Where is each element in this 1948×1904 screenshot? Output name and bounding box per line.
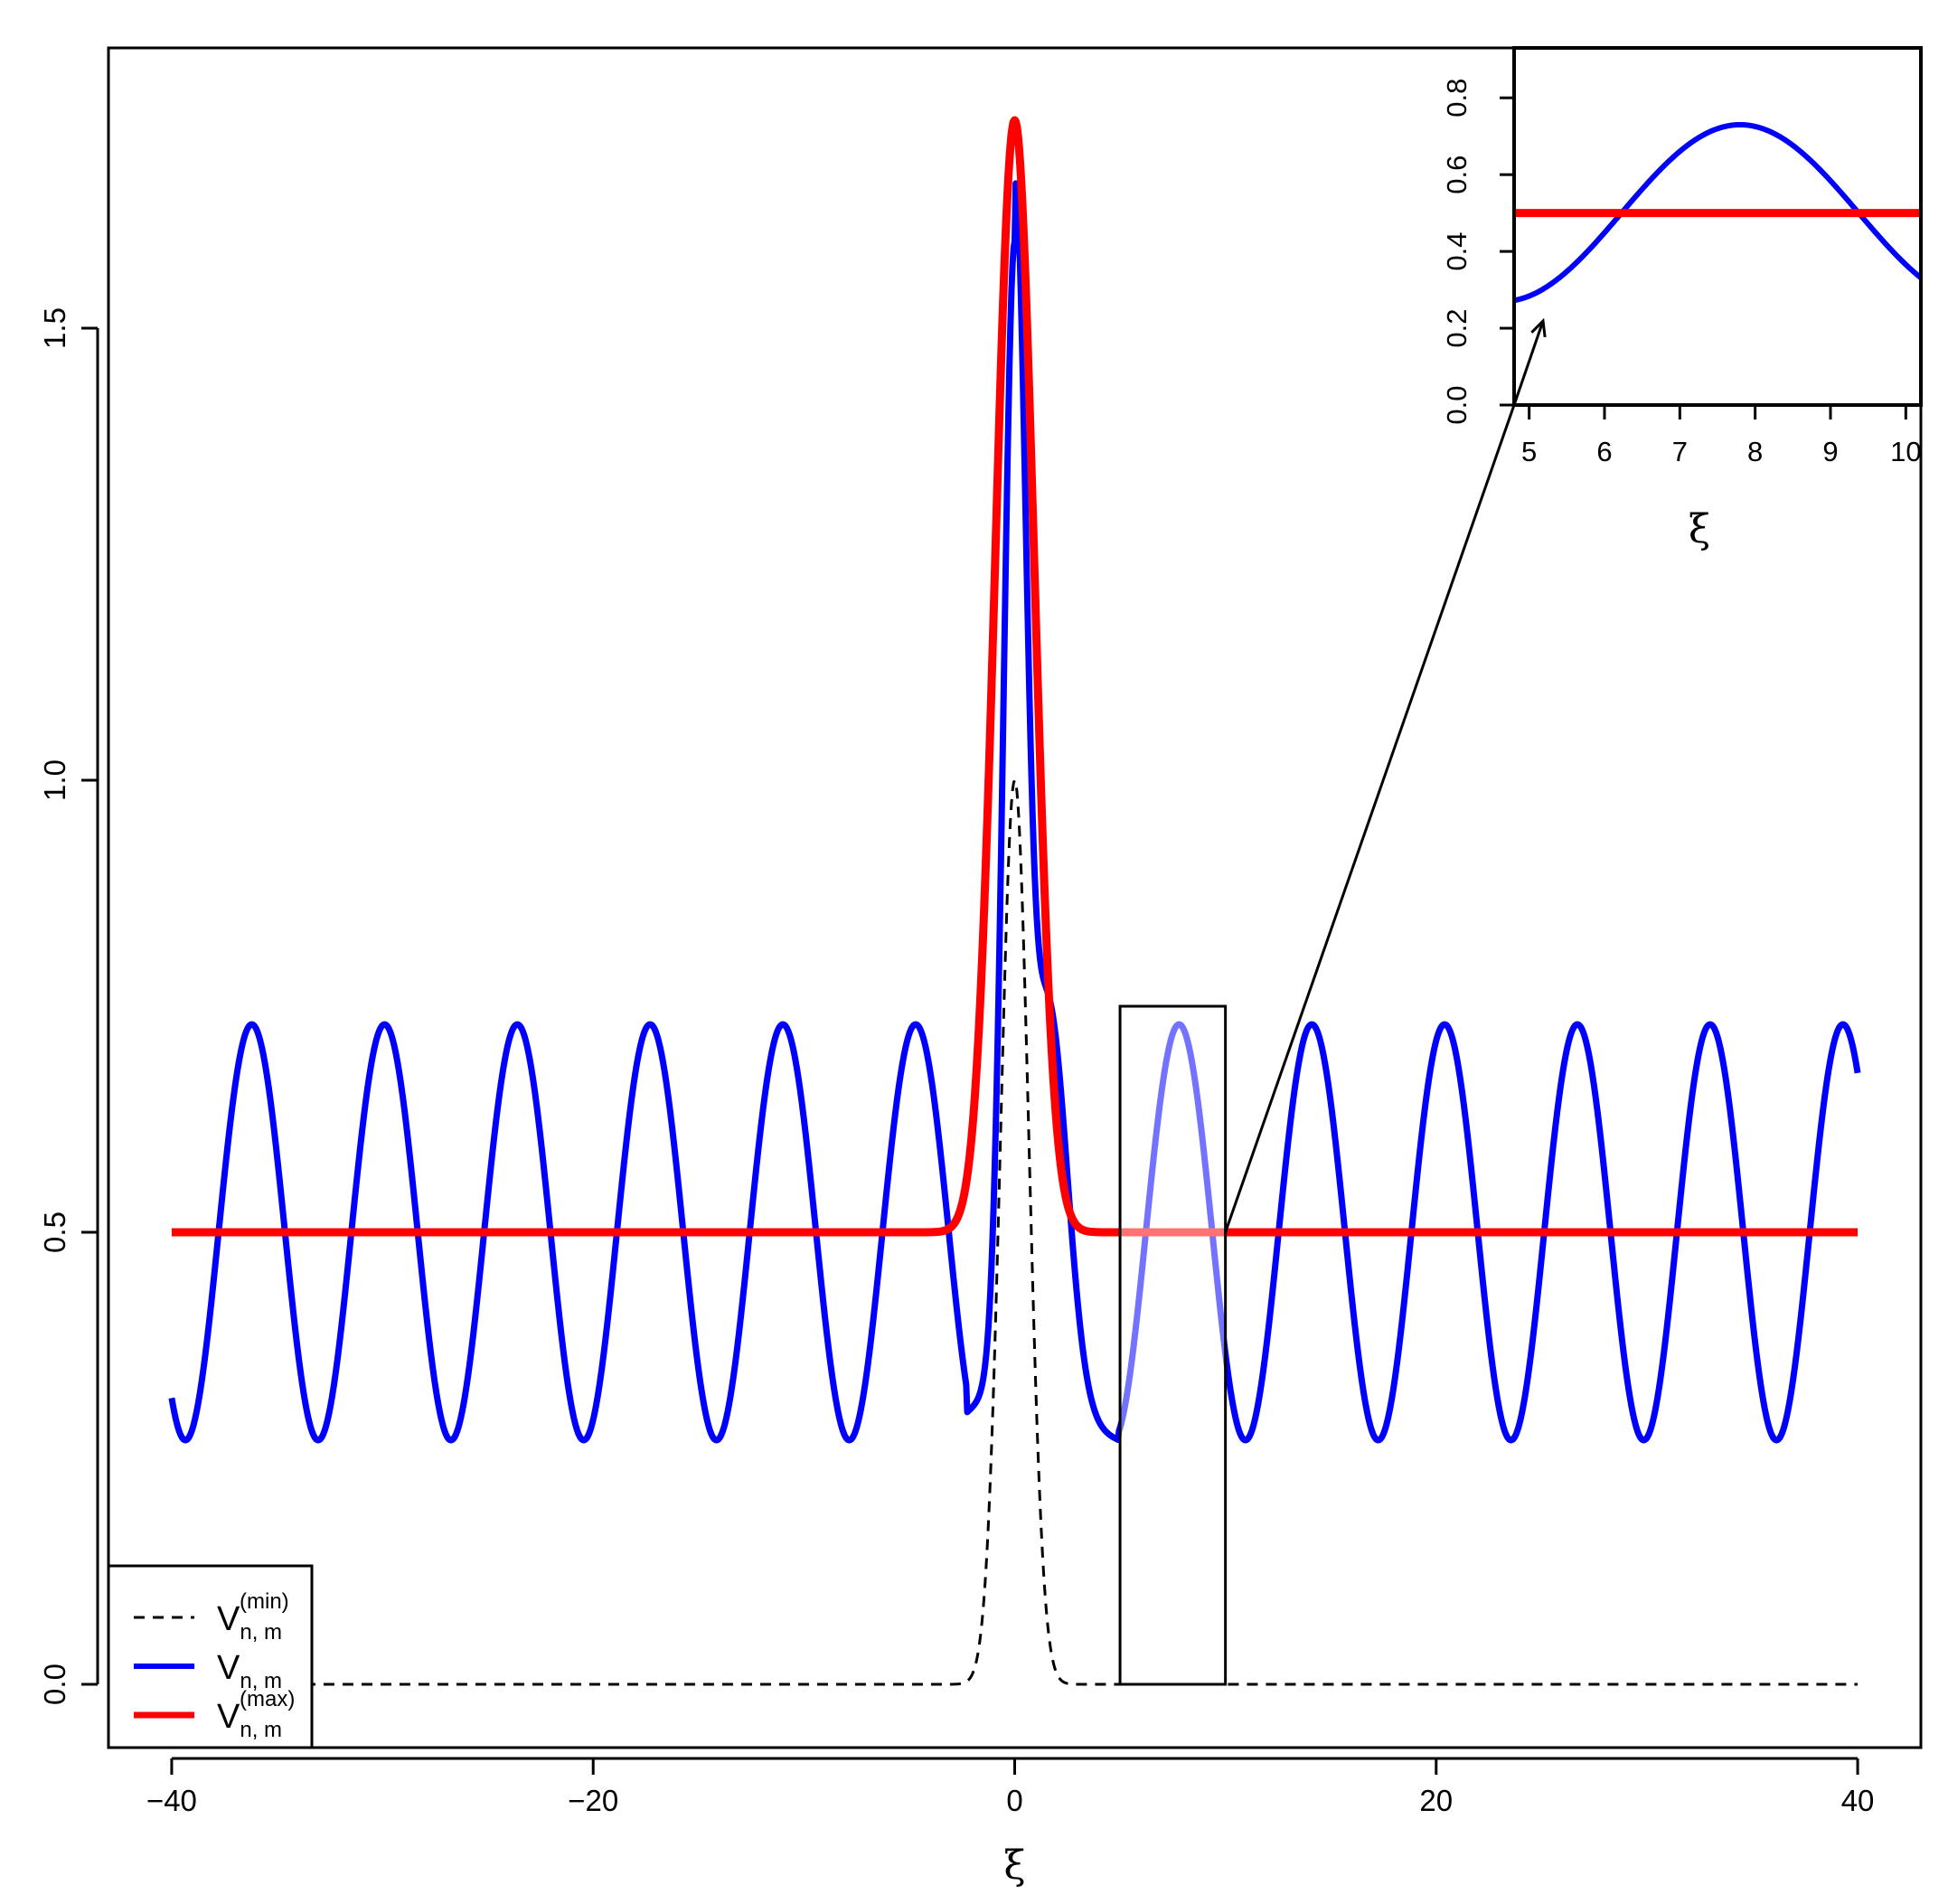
y-tick-label: 1.0	[38, 759, 71, 801]
inset-x-tick-label: 5	[1521, 436, 1537, 467]
x-tick-label: 20	[1419, 1784, 1453, 1817]
inset-series-vnm	[1514, 121, 1921, 304]
inset-y-tick-label: 0.2	[1441, 308, 1473, 347]
inset-x-axis-title: ξ	[1689, 506, 1710, 552]
legend-label-superscript: (max)	[240, 1687, 295, 1711]
series-line-vmax	[168, 116, 1861, 1237]
zoom-connector	[1224, 404, 1516, 1233]
legend-label-vmin: Vn, m	[217, 1600, 282, 1645]
inset-x-tick-label: 6	[1596, 436, 1612, 467]
legend-label-base: V	[217, 1649, 240, 1687]
x-tick-label: −20	[568, 1784, 618, 1817]
legend-label-superscript: (min)	[240, 1589, 289, 1614]
zoom-box	[1118, 1004, 1228, 1686]
legend-label-subscript: n, m	[240, 1620, 282, 1645]
inset-y-tick-label: 0.6	[1441, 156, 1473, 194]
series-line-vnm	[168, 180, 1861, 1444]
inset-x-tick-label: 8	[1747, 436, 1763, 467]
legend-label-subscript: n, m	[240, 1718, 282, 1742]
y-tick-label: 1.5	[38, 307, 71, 349]
inset-x-tick-label: 9	[1822, 436, 1838, 467]
plot-frame	[107, 46, 1923, 1749]
series-line-vmin	[171, 777, 1859, 1686]
inset-y-tick-label: 0.8	[1441, 79, 1473, 118]
zoom-highlight	[1118, 404, 1516, 1686]
x-tick-label: 40	[1841, 1784, 1875, 1817]
main-plot: −40 −20 0 20 40 ξ 0.0 0.5 1.0 1.5	[38, 46, 1923, 1889]
x-tick-label: −40	[146, 1784, 197, 1817]
legend-label-subscript: n, m	[240, 1669, 282, 1693]
y-tick-label: 0.0	[38, 1664, 71, 1705]
inset-y-tick-label: 0.0	[1441, 385, 1473, 424]
x-tick-label: 0	[1006, 1784, 1022, 1817]
inset-plot: 5 6 7 8 9 10 ξ 0.0 0.2 0.4 0.6 0.8	[1441, 46, 1923, 552]
legend-label-base: V	[217, 1600, 240, 1638]
legend-label-vmax: Vn, m	[217, 1698, 282, 1742]
legend: Vn, m(min)Vn, mVn, m(max)	[107, 1564, 314, 1749]
legend-label-vnm: Vn, m	[217, 1649, 282, 1693]
y-tick-label: 0.5	[38, 1211, 71, 1253]
inset-x-tick-label: 10	[1890, 436, 1921, 467]
inset-arrow-head	[1530, 317, 1547, 338]
inset-frame	[1512, 46, 1923, 407]
inset-arrow-line	[1512, 320, 1545, 406]
legend-label-base: V	[217, 1698, 240, 1736]
inset-x-tick-label: 7	[1672, 436, 1688, 467]
inset-y-tick-label: 0.4	[1441, 232, 1473, 271]
x-axis-title: ξ	[1003, 1843, 1025, 1889]
inset-background	[1514, 48, 1921, 405]
